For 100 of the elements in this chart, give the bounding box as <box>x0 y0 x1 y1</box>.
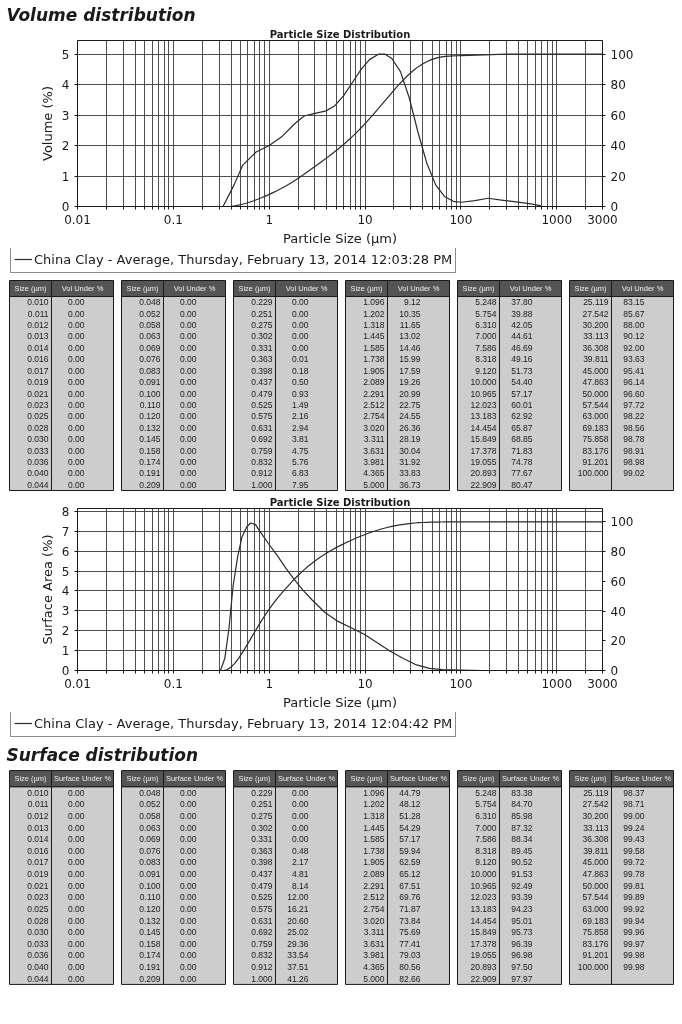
category-label: 10.965 <box>470 388 497 399</box>
category-label: 36.308 <box>582 834 609 845</box>
text: 0.00 <box>179 445 197 456</box>
category-label: 0.575 <box>251 411 273 422</box>
text: 99.96 <box>623 927 645 938</box>
text: 16.21 <box>287 903 309 914</box>
text: 0.00 <box>67 857 85 868</box>
category-label: 0.010 <box>27 787 49 798</box>
category-label: 27.542 <box>582 308 609 319</box>
category-label: 20.893 <box>470 961 497 972</box>
y2-tick-label: 100 <box>610 515 634 530</box>
category-label: 0.014 <box>27 342 49 353</box>
text: 0.00 <box>67 411 85 422</box>
text: 73.84 <box>399 915 421 926</box>
y-tick-label: 3 <box>61 108 70 123</box>
category-label: 0.012 <box>27 320 49 331</box>
category-label: 17.378 <box>470 445 497 456</box>
category-label: 6.310 <box>475 810 497 821</box>
category-label: 0.229 <box>251 297 273 308</box>
category-label: 3.311 <box>363 927 385 938</box>
text: 33.83 <box>399 468 421 479</box>
text: 0.00 <box>179 869 197 880</box>
category-label: 2.512 <box>363 399 385 410</box>
category-label: 45.000 <box>582 857 609 868</box>
text: 3.81 <box>291 434 309 445</box>
text: 0.00 <box>179 354 197 365</box>
x-tick-label: 1 <box>265 676 274 691</box>
text: 99.02 <box>623 468 645 479</box>
x-tick-label: 1000 <box>541 676 573 691</box>
text: 0.00 <box>67 973 85 984</box>
text: 1.49 <box>291 399 309 410</box>
x-tick-label: 0.01 <box>64 676 91 691</box>
category-label: 1.738 <box>363 845 385 856</box>
text: 8.14 <box>291 880 309 891</box>
text: 20.60 <box>287 915 309 926</box>
category-label: 0.631 <box>251 422 273 433</box>
category-label: 0.363 <box>251 354 273 365</box>
text: 79.03 <box>399 950 421 961</box>
text: 0.00 <box>67 422 85 433</box>
text: 96.60 <box>623 388 645 399</box>
category-label: 7.586 <box>475 342 497 353</box>
category-label: 57.544 <box>582 892 609 903</box>
text: 99.98 <box>623 950 645 961</box>
text: 2.16 <box>291 411 309 422</box>
text: 0.00 <box>67 331 85 342</box>
category-label: 0.575 <box>251 903 273 914</box>
category-label: 0.145 <box>139 434 161 445</box>
text: 98.71 <box>623 799 645 810</box>
text: 92.49 <box>511 880 533 891</box>
category-label: 33.113 <box>583 331 609 342</box>
category-label: 45.000 <box>582 365 609 376</box>
text: 0.00 <box>67 880 85 891</box>
category-label: 0.021 <box>27 880 49 891</box>
category-label: 91.201 <box>582 950 609 961</box>
category-label: 75.858 <box>582 434 609 445</box>
category-label: 69.183 <box>582 422 609 433</box>
category-label: 4.365 <box>363 961 385 972</box>
category-label: 5.754 <box>475 308 497 319</box>
text: 0.00 <box>291 834 309 845</box>
category-label: 13.183 <box>470 903 497 914</box>
text: 0.93 <box>291 388 309 399</box>
text: 0.00 <box>67 810 85 821</box>
text: 0.00 <box>67 399 85 410</box>
category-label: 1.318 <box>363 810 385 821</box>
text: 0.00 <box>179 880 197 891</box>
text: 0.00 <box>179 787 197 798</box>
category-label: 1.096 <box>363 787 385 798</box>
category-label: 0.158 <box>139 445 161 456</box>
category-label: 0.120 <box>139 903 161 914</box>
category-label: 0.052 <box>139 308 161 319</box>
y-tick-label: 7 <box>61 524 70 539</box>
category-label: 5.248 <box>475 787 497 798</box>
text: 0.00 <box>67 297 85 308</box>
category-label: 0.058 <box>139 810 161 821</box>
text: 29.36 <box>287 938 309 949</box>
category-label: 0.759 <box>251 445 273 456</box>
text: 0.00 <box>291 822 309 833</box>
text: 68.85 <box>511 434 533 445</box>
text: 46.69 <box>511 342 533 353</box>
text: 0.00 <box>67 787 85 798</box>
category-label: 0.076 <box>139 354 161 365</box>
category-label: 0.016 <box>27 354 49 365</box>
category-label: 0.030 <box>27 434 49 445</box>
text: 84.70 <box>511 799 533 810</box>
category-label: 0.191 <box>139 468 161 479</box>
category-label: 0.110 <box>139 399 161 410</box>
category-label: 0.011 <box>27 308 49 319</box>
category-label: 0.044 <box>27 479 49 490</box>
category-label: 0.631 <box>251 915 273 926</box>
text: 20.99 <box>399 388 421 399</box>
x-tick-label: 10 <box>357 676 373 691</box>
text: 0.00 <box>291 320 309 331</box>
text: 0.00 <box>179 845 197 856</box>
category-label: 63.000 <box>582 903 609 914</box>
text: 99.92 <box>623 903 645 914</box>
category-label: 10.965 <box>470 880 497 891</box>
text: 97.72 <box>623 399 645 410</box>
text: 0.00 <box>291 810 309 821</box>
text: 95.01 <box>511 915 533 926</box>
category-label: 0.275 <box>251 810 273 821</box>
